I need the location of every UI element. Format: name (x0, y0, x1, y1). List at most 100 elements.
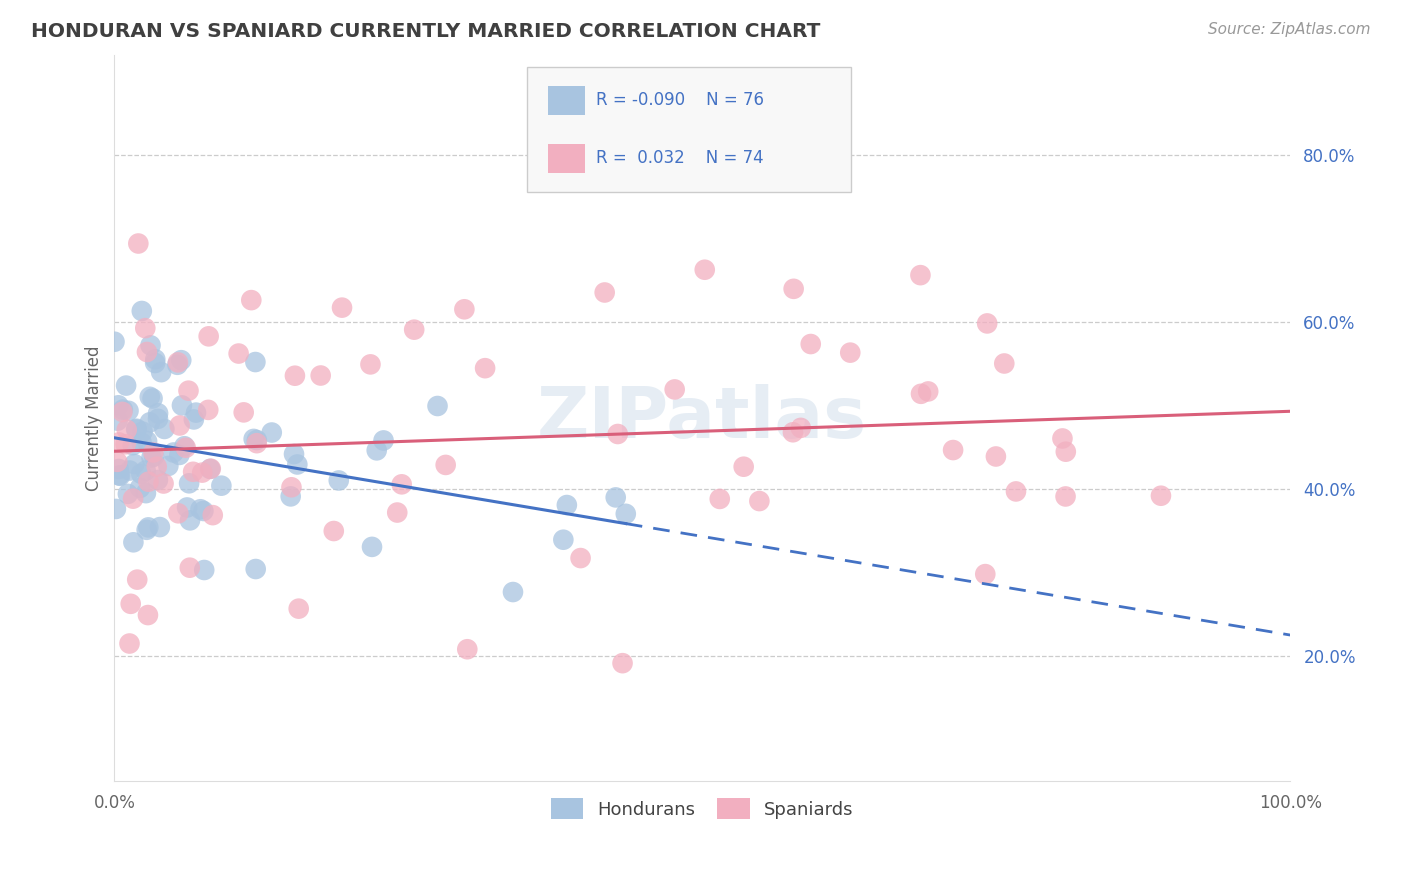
Point (150, 365, 173, 379)
Point (201, 508, 224, 523)
Point (280, 480, 302, 494)
Point (139, 415, 162, 429)
Point (145, 459, 167, 474)
Point (136, 520, 159, 534)
Point (330, 301, 353, 315)
Point (910, 268, 932, 282)
Point (122, 535, 145, 549)
Point (1052, 432, 1074, 446)
Legend: Hondurans, Spaniards: Hondurans, Spaniards (544, 791, 860, 826)
Point (142, 392, 165, 406)
Point (177, 476, 200, 491)
Point (664, 383, 686, 397)
Point (942, 443, 965, 458)
Point (174, 441, 197, 455)
Point (434, 458, 457, 472)
Point (614, 507, 637, 521)
Point (141, 450, 163, 465)
Point (107, 398, 129, 412)
Point (117, 487, 139, 501)
Point (108, 462, 131, 476)
Point (198, 462, 221, 476)
Point (387, 506, 409, 520)
Point (555, 498, 578, 512)
Point (143, 352, 166, 367)
Point (181, 465, 204, 479)
Point (284, 368, 307, 383)
Point (162, 445, 184, 459)
Point (136, 345, 159, 359)
Point (245, 562, 267, 576)
Point (114, 437, 136, 451)
Point (167, 355, 190, 369)
Point (146, 406, 169, 420)
Point (124, 457, 146, 471)
Point (127, 236, 149, 251)
Point (748, 494, 770, 508)
Point (240, 293, 263, 307)
Point (169, 418, 191, 433)
Point (107, 414, 129, 428)
Point (839, 345, 862, 359)
Point (121, 438, 143, 452)
Point (173, 439, 195, 453)
Point (122, 491, 145, 506)
Point (800, 337, 823, 351)
Point (120, 597, 142, 611)
Point (166, 358, 188, 372)
Point (502, 585, 524, 599)
Point (135, 523, 157, 537)
Point (782, 425, 804, 440)
Point (260, 425, 283, 440)
Point (129, 467, 152, 481)
Point (612, 656, 634, 670)
Point (139, 338, 162, 352)
Point (197, 403, 219, 417)
Point (553, 533, 575, 547)
Point (474, 361, 496, 376)
Point (328, 474, 350, 488)
Point (246, 436, 269, 450)
Point (1150, 489, 1173, 503)
Point (131, 435, 153, 450)
Point (209, 478, 232, 492)
Point (170, 353, 193, 368)
Point (111, 405, 134, 419)
Point (993, 357, 1015, 371)
Point (245, 355, 267, 369)
Point (193, 504, 215, 518)
Point (984, 450, 1007, 464)
Point (146, 412, 169, 426)
Point (456, 642, 478, 657)
Point (361, 540, 384, 554)
Point (135, 464, 157, 478)
Point (974, 567, 997, 582)
Point (242, 432, 264, 446)
Point (108, 468, 131, 483)
Point (118, 636, 141, 650)
Point (103, 334, 125, 349)
Point (322, 524, 344, 538)
Point (136, 608, 159, 623)
Point (142, 445, 165, 459)
Point (139, 390, 162, 404)
Text: R =  0.032    N = 74: R = 0.032 N = 74 (596, 149, 763, 168)
Point (359, 357, 381, 371)
Point (373, 434, 395, 448)
Point (183, 412, 205, 426)
Point (976, 317, 998, 331)
Point (108, 468, 131, 483)
Point (153, 422, 176, 436)
Point (287, 601, 309, 615)
Point (131, 304, 153, 318)
Point (104, 502, 127, 516)
Text: R = -0.090    N = 76: R = -0.090 N = 76 (596, 91, 763, 110)
Point (135, 486, 157, 500)
Point (790, 421, 813, 435)
Point (167, 506, 190, 520)
Point (733, 459, 755, 474)
Point (1054, 444, 1077, 458)
Text: Source: ZipAtlas.com: Source: ZipAtlas.com (1208, 22, 1371, 37)
Point (170, 398, 193, 412)
Point (917, 384, 939, 399)
